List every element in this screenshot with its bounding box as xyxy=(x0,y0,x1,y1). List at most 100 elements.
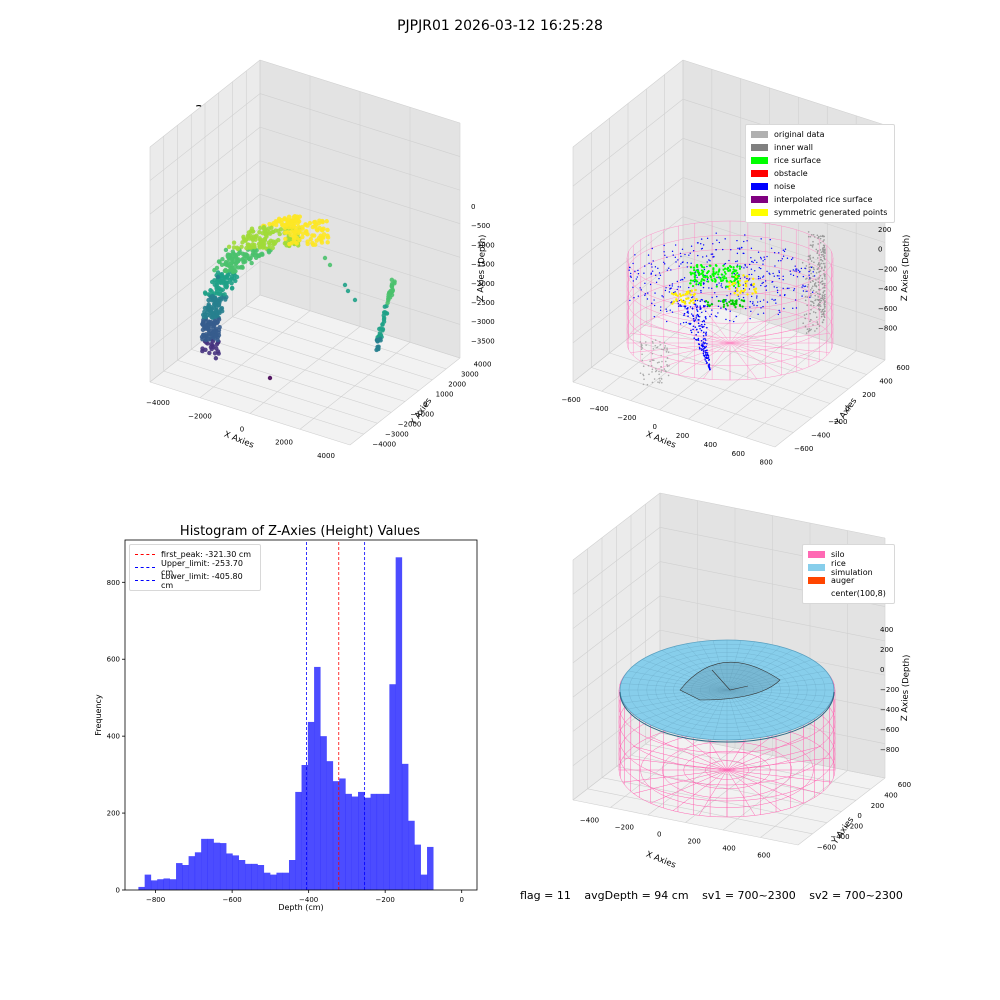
rice-surface-point xyxy=(692,266,696,269)
x-tick-label: −200 xyxy=(617,414,636,422)
data-point xyxy=(220,257,225,262)
data-point xyxy=(218,296,224,301)
rice-surface-point xyxy=(724,272,727,275)
noise-point xyxy=(707,365,710,367)
histogram-bar xyxy=(358,791,365,890)
y-tick-label: 200 xyxy=(862,391,875,399)
sim-zgrid xyxy=(659,492,886,539)
original-data-point xyxy=(639,341,642,343)
legend-label: center(100,8) xyxy=(831,589,886,598)
inner-wall-point xyxy=(810,272,812,275)
rice-surface-point xyxy=(696,265,699,269)
data-point xyxy=(233,268,238,274)
silo-floor-spoke xyxy=(729,333,830,344)
original-data-point xyxy=(660,377,663,380)
symmetric-point xyxy=(744,283,748,286)
noise-point xyxy=(794,265,796,267)
raw-floor-grid xyxy=(246,305,447,370)
data-point xyxy=(208,344,214,350)
noise-point xyxy=(695,306,698,309)
silo-floor-ring xyxy=(683,750,771,790)
y-tick-label: 400 xyxy=(884,791,897,799)
noise-point xyxy=(770,247,773,249)
inner-wall-point xyxy=(814,311,817,314)
noise-point xyxy=(664,254,666,256)
legend-entry: inner wall xyxy=(751,141,889,154)
rice-surface-point xyxy=(730,275,734,278)
data-point xyxy=(296,224,301,229)
noise-point xyxy=(705,310,707,313)
data-point xyxy=(252,242,257,248)
noise-point xyxy=(749,306,751,308)
noise-point xyxy=(650,263,653,265)
noise-point xyxy=(705,332,707,335)
symmetric-point xyxy=(738,283,742,287)
original-data-point xyxy=(659,343,662,346)
rice-surface-point xyxy=(700,263,703,267)
noise-point xyxy=(702,283,705,285)
sim-zgrid xyxy=(659,595,886,642)
rice-surface-point xyxy=(700,272,703,275)
histogram-bar xyxy=(201,838,208,890)
data-point xyxy=(249,226,255,231)
noise-point xyxy=(679,252,682,255)
noise-point xyxy=(775,302,777,304)
inner-wall-point xyxy=(814,284,816,287)
inner-wall-point xyxy=(804,295,807,298)
x-tick-label: −600 xyxy=(561,396,580,404)
original-data-point xyxy=(641,353,643,356)
inner-wall-point xyxy=(820,254,823,256)
noise-point xyxy=(674,291,676,293)
inner-wall-point xyxy=(815,278,817,281)
noise-point xyxy=(672,254,674,256)
noise-point xyxy=(705,334,707,336)
inner-wall-point xyxy=(824,282,826,285)
rice-mesh-spoke xyxy=(726,689,793,730)
noise-point xyxy=(676,280,679,283)
noise-point xyxy=(700,349,703,351)
noise-point xyxy=(698,347,701,350)
inner-wall-point xyxy=(822,255,825,258)
noise-point xyxy=(666,310,668,313)
classify-zgrid xyxy=(572,294,684,383)
noise-point xyxy=(756,304,758,307)
inner-wall-point xyxy=(805,332,808,334)
rice-surface-point xyxy=(695,264,698,267)
classify-floor-grid xyxy=(609,352,812,419)
noise-point xyxy=(713,255,715,258)
original-data-point xyxy=(657,381,659,383)
symmetric-point xyxy=(735,275,738,278)
y-tick-label: −200 xyxy=(828,418,847,426)
inner-wall-point xyxy=(819,263,821,266)
rice-surface-point xyxy=(734,306,737,309)
noise-point xyxy=(700,238,703,240)
noise-point xyxy=(762,275,765,277)
data-point xyxy=(276,237,281,243)
noise-point xyxy=(629,266,631,269)
silo-floor-spoke xyxy=(726,746,821,771)
inner-wall-point xyxy=(822,250,824,253)
noise-point xyxy=(769,273,771,275)
noise-point xyxy=(706,342,708,345)
noise-point xyxy=(729,293,732,295)
symmetric-point xyxy=(728,287,731,291)
noise-point xyxy=(649,283,652,286)
data-point xyxy=(249,236,255,241)
noise-point xyxy=(670,269,672,271)
silo-floor-spoke xyxy=(726,769,832,783)
inner-wall-point xyxy=(819,235,822,237)
inner-wall-point xyxy=(821,295,824,298)
data-point xyxy=(230,249,236,254)
inner-wall-point xyxy=(823,287,826,289)
symmetric-point xyxy=(683,302,687,305)
rice-mesh-spoke xyxy=(628,670,728,691)
noise-point xyxy=(759,277,762,279)
histogram-bar xyxy=(427,846,434,890)
z-tick-label: −2000 xyxy=(471,280,495,288)
raw-floor-grid xyxy=(177,359,378,424)
original-data-point xyxy=(655,368,657,370)
rice-surface-point xyxy=(689,271,692,274)
noise-point xyxy=(783,250,786,253)
inner-wall-point xyxy=(818,254,820,256)
noise-point xyxy=(774,265,776,267)
